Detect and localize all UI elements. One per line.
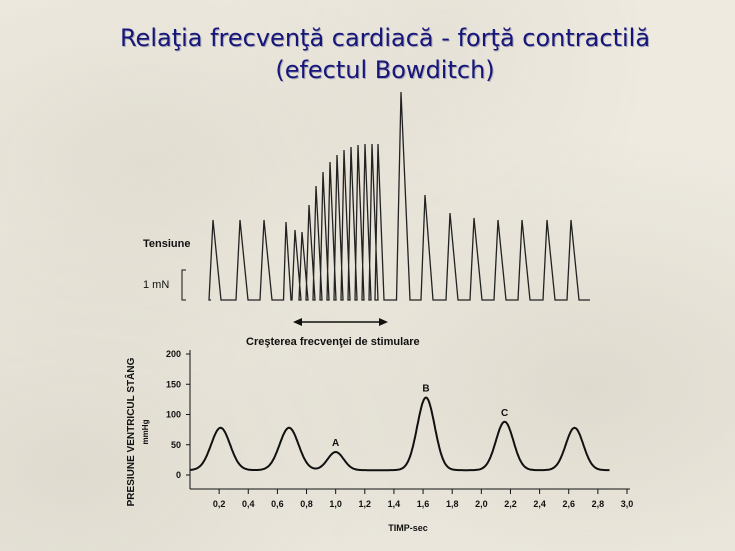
x-tick-label: 0,2: [213, 499, 226, 509]
y-ticks: 0 50 100 150 200: [166, 349, 190, 480]
pressure-chart: 0 50 100 150 200 0,2 0,4 0,6 0,8 1,0 1,2 1,4 1,6 1,8…: [124, 349, 633, 533]
x-ticks: 0,2 0,4 0,6 0,8 1,0 1,2 1,4 1,6 1,8 2,0 2,2 2,4 2,6 2…: [213, 489, 633, 509]
x-axis-label: TIMP-sec: [388, 523, 428, 533]
beat-label: C: [501, 408, 508, 419]
y-tick-label: 100: [166, 410, 181, 420]
slide-title: Relaţia frecvenţă cardiacă - forţă contr…: [119, 24, 651, 52]
x-tick-label: 0,4: [242, 499, 255, 509]
beat-label: A: [332, 438, 339, 449]
x-tick-label: 2,6: [562, 499, 575, 509]
y-tick-label: 200: [166, 349, 181, 359]
y-axis-label: PRESIUNE VENTRICUL STÂNG: [124, 357, 137, 506]
y-tick-label: 150: [166, 379, 181, 389]
tension-label: Tensiune: [143, 238, 190, 250]
x-tick-label: 2,8: [592, 499, 605, 509]
x-tick-label: 3,0: [621, 499, 634, 509]
x-tick-label: 0,8: [300, 499, 313, 509]
y-tick-label: 50: [171, 440, 181, 450]
x-tick-label: 2,4: [533, 499, 546, 509]
x-tick-label: 2,2: [504, 499, 517, 509]
scale-label: 1 mN: [143, 279, 169, 291]
x-tick-label: 1,8: [446, 499, 459, 509]
x-tick-label: 2,0: [475, 499, 488, 509]
beat-label: B: [422, 384, 429, 395]
x-tick-label: 1,0: [329, 499, 342, 509]
frequency-arrow: [293, 318, 388, 326]
frequency-arrow-label: Creşterea frecvenţei de stimulare: [246, 336, 420, 348]
x-tick-label: 1,4: [388, 499, 401, 509]
beat-labels: A B C: [332, 384, 508, 449]
x-tick-label: 1,6: [417, 499, 430, 509]
y-axis-unit: mmHg: [141, 419, 150, 444]
slide-subtitle: (efectul Bowditch): [275, 56, 495, 84]
y-tick-label: 0: [176, 470, 181, 480]
force-trace: [208, 91, 590, 301]
tension-panel: Tensiune 1 mN Creşterea frecvenţei de st…: [143, 91, 590, 348]
pressure-curve: [190, 396, 610, 472]
x-tick-label: 1,2: [359, 499, 372, 509]
x-tick-label: 0,6: [271, 499, 284, 509]
scale-bar: [181, 269, 186, 301]
